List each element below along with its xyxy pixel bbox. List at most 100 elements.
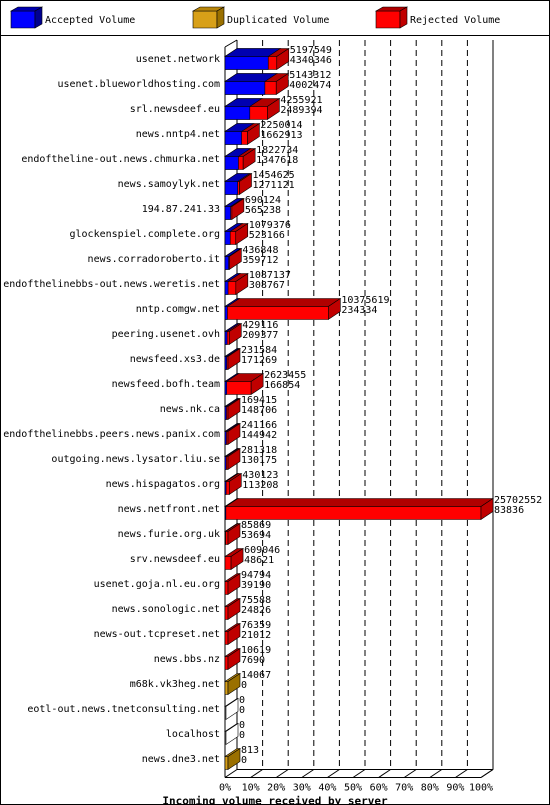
value-total-label: 2250014 (260, 120, 302, 131)
x-axis-corner (480, 769, 494, 778)
bar-total-side (480, 497, 494, 521)
bar-total (224, 631, 229, 645)
bar-total-side (227, 347, 241, 371)
server-label: news.hispagatos.org (106, 479, 220, 490)
bar-total-side (328, 297, 341, 321)
bar-accepted-top (224, 273, 242, 282)
legend-swatch (375, 10, 401, 29)
x-tick-label: 60% (370, 783, 388, 794)
bar-total-top (224, 498, 494, 507)
x-axis-label: Incoming volume received by server (162, 795, 388, 805)
bar-total-side (227, 597, 241, 621)
bar-accepted (224, 281, 229, 295)
x-tick-label: 30% (293, 783, 311, 794)
bar-accepted-top (224, 198, 244, 207)
floor-line (250, 769, 263, 778)
bar-total-side (227, 672, 241, 696)
server-label: usenet.network (136, 54, 220, 65)
value-accepted-label: 0 (239, 705, 245, 716)
bar-total-side (227, 622, 241, 646)
bar-total (224, 381, 252, 395)
server-label: news.nk.ca (160, 404, 220, 415)
value-total-label: 4255921 (280, 95, 322, 106)
bar-total-side (227, 747, 241, 771)
bar-row: usenet.blueworldhosting.com 5143312400247… (57, 70, 331, 96)
floor-line (327, 769, 340, 778)
bar-total-side (227, 422, 241, 446)
bar-total (224, 606, 229, 620)
bar-accepted-top (224, 473, 240, 482)
value-accepted-label: 21012 (241, 630, 271, 641)
server-label: m68k.vk3heg.net (130, 679, 220, 690)
value-total-label: 241166 (241, 420, 277, 431)
value-total-label: 25702552 (494, 495, 542, 506)
x-tick-label: 80% (421, 783, 439, 794)
x-tick-label: 40% (318, 783, 336, 794)
value-accepted-label: 166854 (264, 380, 300, 391)
server-label: news.corradoroberto.it (88, 254, 220, 265)
value-accepted-label: 1347618 (256, 155, 298, 166)
value-total-label: 813 (241, 745, 259, 756)
bar-total-side (242, 147, 256, 171)
value-total-label: 0 (239, 720, 245, 731)
floor-line (224, 769, 238, 778)
value-total-label: 436848 (242, 245, 278, 256)
value-total-label: 231584 (241, 345, 277, 356)
bar-accepted (224, 406, 227, 420)
bar-row: localhost 00 (166, 720, 245, 746)
server-label: outgoing.news.lysator.liu.se (51, 454, 220, 465)
bar-accepted-top (224, 348, 240, 357)
bar-accepted (224, 231, 231, 245)
bar-accepted (224, 156, 239, 170)
bar-accepted-top (224, 223, 244, 232)
server-label: 194.87.241.33 (142, 204, 220, 215)
server-label: srv.newsdeef.eu (130, 554, 220, 565)
bar-accepted-top (224, 48, 282, 57)
server-label: news-out.tcpreset.net (94, 629, 220, 640)
value-accepted-label: 171269 (241, 355, 277, 366)
bar-total-side (230, 547, 244, 571)
bar-total (224, 656, 229, 670)
bar-total (224, 756, 229, 770)
value-total-label: 429116 (242, 320, 278, 331)
value-total-label: 281318 (241, 445, 277, 456)
x-tick-label: 90% (446, 783, 464, 794)
x-tick-label: 0% (219, 783, 231, 794)
value-total-label: 1822734 (256, 145, 298, 156)
bar-row: endofthelinebbs.peers.news.panix.com 2411… (3, 420, 277, 446)
legend-label: Rejected Volume (410, 15, 500, 26)
bar-accepted-top (224, 248, 242, 257)
value-accepted-label: 234334 (341, 305, 377, 316)
bar-accepted (224, 81, 266, 95)
legend-label: Duplicated Volume (227, 15, 329, 26)
bar-accepted-top (224, 423, 240, 432)
server-label: localhost (166, 729, 220, 740)
server-label: eotl-out.news.tnetconsulting.net (27, 704, 220, 715)
floor-line (403, 769, 417, 778)
bar-total-side (228, 322, 242, 346)
bar-accepted-top (224, 398, 240, 407)
server-label: news.nntp4.net (136, 129, 220, 140)
value-accepted-label: 0 (241, 680, 247, 691)
value-total-label: 75588 (241, 595, 271, 606)
value-total-label: 430123 (242, 470, 278, 481)
bar-accepted (224, 481, 227, 495)
value-accepted-label: 0 (241, 755, 247, 766)
server-label: usenet.goja.nl.eu.org (94, 579, 220, 590)
value-accepted-label: 308767 (249, 280, 285, 291)
server-label: srl.newsdeef.eu (130, 104, 220, 115)
value-total-label: 10375619 (341, 295, 389, 306)
value-total-label: 1454625 (252, 170, 294, 181)
bar-accepted (224, 456, 227, 470)
server-label: news.furie.org.uk (118, 529, 220, 540)
bar-accepted-top (224, 123, 255, 132)
